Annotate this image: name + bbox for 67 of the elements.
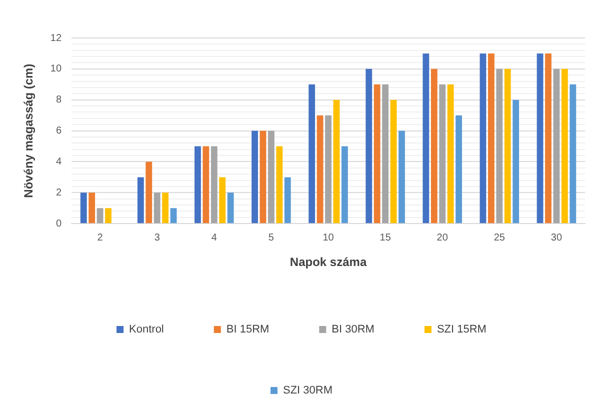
x-tick-label: 3 bbox=[154, 232, 160, 244]
bar bbox=[447, 84, 454, 224]
x-tick-label: 30 bbox=[550, 232, 562, 244]
bar bbox=[545, 53, 552, 224]
bar bbox=[252, 130, 258, 224]
legend-label: Kontrol bbox=[129, 324, 164, 336]
x-tick-label: 5 bbox=[268, 232, 274, 244]
bar bbox=[504, 68, 511, 224]
bar bbox=[325, 115, 332, 224]
bar bbox=[162, 192, 169, 224]
legend-label: SZI 15RM bbox=[436, 324, 486, 336]
x-axis-title: Napok száma bbox=[290, 255, 367, 270]
y-axis-title: Növény magasság (cm) bbox=[22, 64, 36, 198]
bar bbox=[210, 146, 218, 224]
legend-label: BI 15RM bbox=[226, 324, 270, 336]
x-tick-label: 25 bbox=[494, 232, 506, 244]
bar bbox=[308, 84, 316, 224]
bar bbox=[194, 146, 201, 224]
bar bbox=[398, 130, 405, 224]
bar bbox=[219, 177, 226, 224]
x-tick-label: 4 bbox=[211, 232, 218, 244]
bar bbox=[496, 68, 503, 224]
bar bbox=[536, 53, 544, 224]
bar bbox=[80, 192, 87, 224]
bar bbox=[96, 208, 104, 224]
bar bbox=[390, 100, 397, 224]
bar bbox=[570, 84, 576, 224]
y-tick-label: 4 bbox=[56, 156, 62, 168]
x-tick-label: 2 bbox=[97, 232, 104, 244]
bar bbox=[382, 84, 389, 224]
bar bbox=[316, 115, 324, 224]
bar bbox=[553, 68, 560, 224]
bar bbox=[333, 100, 340, 224]
bar bbox=[561, 68, 568, 224]
bar bbox=[260, 130, 266, 224]
bar bbox=[154, 192, 160, 224]
y-tick-label: 10 bbox=[50, 64, 62, 75]
bar bbox=[480, 53, 486, 224]
bar bbox=[488, 53, 494, 224]
x-tick-label: 20 bbox=[436, 232, 448, 244]
legend-label: BI 30RM bbox=[332, 324, 374, 336]
y-tick-label: 0 bbox=[56, 218, 62, 230]
bar bbox=[422, 53, 430, 224]
y-tick-label: 12 bbox=[50, 32, 62, 44]
y-tick-label: 2 bbox=[56, 187, 62, 198]
y-tick-label: 6 bbox=[56, 126, 62, 137]
legend-label: SZI 30RM bbox=[282, 384, 333, 397]
y-tick-label: 8 bbox=[56, 94, 62, 106]
bar bbox=[284, 177, 291, 224]
bar bbox=[137, 177, 144, 224]
bar bbox=[88, 192, 96, 224]
bar bbox=[430, 68, 438, 224]
bar bbox=[170, 208, 177, 224]
bar bbox=[146, 162, 152, 224]
bar bbox=[512, 100, 520, 224]
x-tick-label: 15 bbox=[380, 232, 392, 244]
bar bbox=[456, 115, 462, 224]
bar bbox=[105, 208, 112, 224]
bar bbox=[366, 68, 372, 224]
bar bbox=[374, 84, 380, 224]
bar bbox=[202, 146, 210, 224]
bar bbox=[276, 146, 283, 224]
bar bbox=[341, 146, 348, 224]
bar bbox=[268, 130, 274, 224]
bar bbox=[439, 84, 446, 224]
x-tick-label: 10 bbox=[322, 232, 334, 244]
bar bbox=[227, 192, 234, 224]
